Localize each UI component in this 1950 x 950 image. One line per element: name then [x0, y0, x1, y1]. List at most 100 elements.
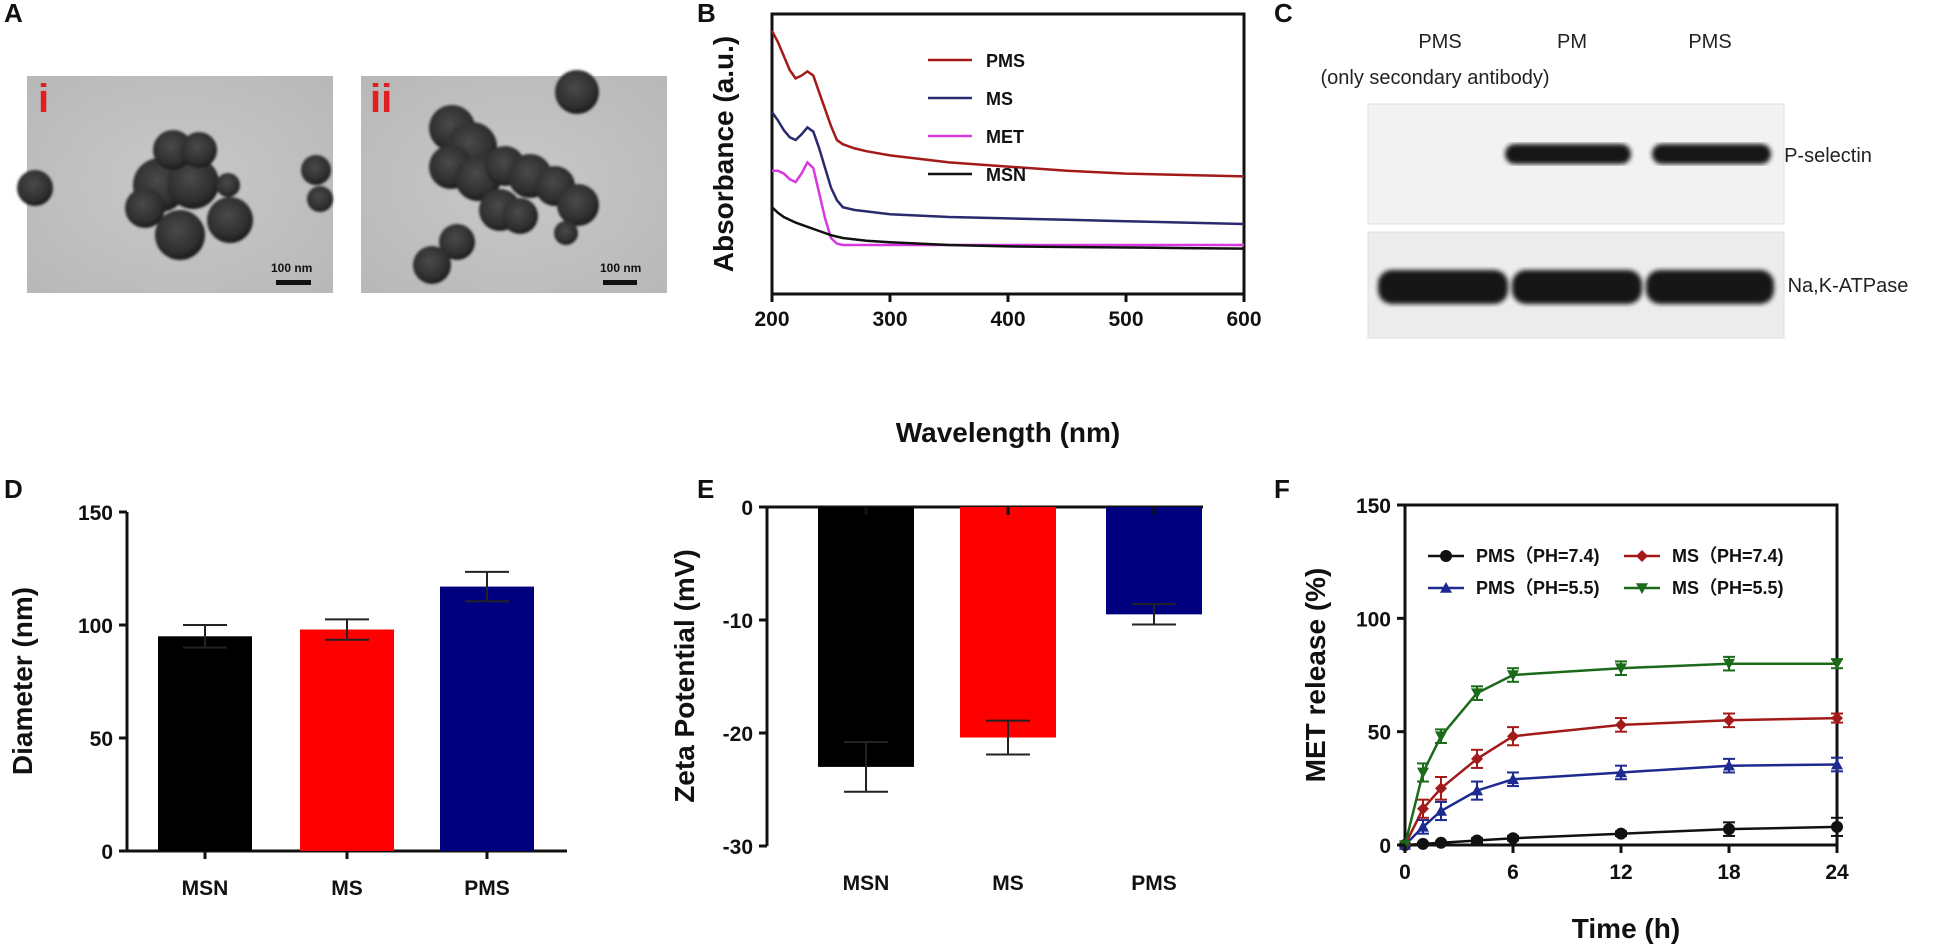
x-tick-label: 24: [1825, 861, 1849, 884]
data-point-pms-ph-7-4: [1471, 834, 1483, 847]
y-tick-label: -20: [723, 723, 753, 746]
series-line-pms-ph-5-5: [1404, 763, 1838, 846]
data-point-ms-ph-7-4: [1435, 782, 1447, 795]
data-point-ms-ph-5-5: [1723, 658, 1735, 670]
x-tick-label-msn: MSN: [843, 872, 890, 895]
x-axis-title-f: Time (h): [1572, 913, 1680, 944]
bar-pms: [440, 586, 534, 851]
y-tick-label: 50: [1368, 722, 1391, 745]
legend-label-pms-ph-7-4: PMS（PH=7.4): [1476, 546, 1600, 566]
na-k-atpase-bands: [1378, 270, 1774, 304]
data-point-ms-ph-5-5: [1507, 670, 1519, 681]
lane-label-1: PMS: [1418, 31, 1461, 53]
y-tick-label: -30: [723, 836, 753, 859]
data-point-ms-ph-7-4: [1471, 752, 1483, 765]
tem-image-i: i 100 nm: [17, 76, 333, 293]
lane-label-2: PM: [1557, 31, 1587, 53]
x-tick-label: 12: [1609, 861, 1632, 884]
legend-marker-pms-ph-5-5: [1440, 582, 1452, 593]
data-point-pms-ph-7-4: [1507, 832, 1519, 845]
panel-letter-b: B: [697, 0, 716, 28]
legend-label-msn: MSN: [986, 165, 1026, 185]
data-point-pms-ph-5-5: [1435, 805, 1447, 816]
legend-marker-ms-ph-7-4: [1636, 550, 1648, 562]
data-point-ms-ph-5-5: [1417, 767, 1429, 779]
y-tick-label: 100: [78, 615, 113, 638]
panel-a: A i 100 nm: [4, 0, 667, 293]
panel-c: C PMS PM PMS (only secondary antibody) P…: [1274, 0, 1909, 339]
data-point-ms-ph-7-4: [1723, 714, 1735, 727]
panel-letter-f: F: [1274, 474, 1290, 504]
y-axis-title-f: MET release (%): [1300, 568, 1331, 783]
series-line-pms: [770, 30, 1245, 178]
tem-particles-i: [17, 130, 333, 260]
data-point-pms-ph-5-5: [1507, 773, 1519, 785]
data-point-pms-ph-5-5: [1615, 766, 1627, 778]
x-tick-label-msn: MSN: [182, 877, 229, 900]
data-point-ms-ph-5-5: [1831, 658, 1843, 670]
x-tick-label: 200: [754, 308, 789, 331]
bar-ms: [960, 507, 1056, 738]
legend-label-ms-ph-7-4: MS（PH=7.4): [1672, 546, 1784, 566]
data-point-ms-ph-5-5: [1435, 731, 1447, 743]
y-tick-label: 150: [78, 502, 113, 525]
series-line-met: [772, 160, 1244, 247]
tem-image-ii: ii 100 nm: [361, 70, 667, 293]
tem-particles-ii: [413, 70, 599, 284]
data-point-pms-ph-5-5: [1417, 820, 1429, 832]
bar-msn: [818, 507, 914, 767]
legend-label-pms: PMS: [986, 51, 1025, 71]
x-tick-label-pms: PMS: [464, 877, 510, 900]
data-point-ms-ph-7-4: [1417, 802, 1429, 815]
data-point-pms-ph-7-4: [1435, 836, 1447, 849]
tem-label-i: i: [38, 77, 49, 121]
x-tick-label: 6: [1507, 861, 1519, 884]
x-tick-label: 300: [872, 308, 907, 331]
y-axis-title-b: Absorbance (a.u.): [708, 36, 739, 272]
x-tick-label-ms: MS: [992, 872, 1024, 895]
lane-sublabel: (only secondary antibody): [1320, 67, 1549, 89]
data-point-ms-ph-7-4: [1507, 730, 1519, 743]
protein-label-na-k-atpase: Na,K-ATPase: [1788, 275, 1909, 297]
y-axis-title-d: Diameter (nm): [7, 587, 38, 775]
y-axis-title-e: Zeta Potential (mV): [669, 549, 700, 803]
series-line-msn: [771, 206, 1245, 250]
series-line-ms-ph-7-4: [1403, 716, 1838, 846]
data-point-ms-ph-7-4: [1615, 718, 1627, 731]
legend-label-ms-ph-5-5: MS（PH=5.5): [1672, 578, 1784, 598]
y-tick-label: 0: [101, 841, 113, 864]
chart-d: D 0 50 100 150 MSN MS PMS Diameter (nm): [4, 474, 567, 900]
data-point-ms-ph-5-5: [1615, 663, 1627, 675]
data-point-pms-ph-7-4: [1615, 827, 1627, 840]
legend-label-ms: MS: [986, 89, 1013, 109]
scale-bar-label-i: 100 nm: [271, 261, 312, 275]
x-axis-title-b: Wavelength (nm): [896, 417, 1121, 448]
chart-f: F 0 6 12 18 24 0 50 100 150 PMS（PH=7.4) MS（PH=7.4…: [1274, 474, 1849, 944]
chart-b: B 200 300 400 500 600 PMS MS MET MSN Wavelength…: [697, 0, 1262, 448]
x-tick-label-ms: MS: [331, 877, 363, 900]
y-tick-label: 50: [90, 728, 113, 751]
data-point-pms-ph-5-5: [1723, 759, 1735, 771]
data-point-ms-ph-7-4: [1831, 712, 1843, 725]
series-line-ms-ph-5-5: [1403, 662, 1837, 846]
x-tick-label: 18: [1717, 861, 1741, 884]
legend-label-met: MET: [986, 127, 1024, 147]
y-tick-label: -10: [723, 610, 753, 633]
x-tick-label: 500: [1108, 308, 1143, 331]
y-tick-label: 0: [1379, 835, 1391, 858]
legend-marker-pms-ph-7-4: [1440, 550, 1452, 562]
data-point-pms-ph-7-4: [1723, 823, 1735, 836]
legend-label-pms-ph-5-5: PMS（PH=5.5): [1476, 578, 1600, 598]
bar-pms: [1106, 507, 1202, 615]
p-selectin-bands: [1505, 144, 1771, 164]
chart-e: E 0 -10 -20 -30 MSN MS PMS Zeta Potential (mV): [669, 474, 1203, 895]
protein-label-p-selectin: P-selectin: [1784, 145, 1872, 167]
data-point-pms-ph-7-4: [1417, 837, 1429, 850]
series-line-ms: [770, 111, 1245, 226]
panel-letter-c: C: [1274, 0, 1293, 28]
panel-letter-d: D: [4, 474, 23, 504]
x-tick-label-pms: PMS: [1131, 872, 1177, 895]
scale-bar-label-ii: 100 nm: [600, 261, 641, 275]
tem-label-ii: ii: [370, 77, 392, 121]
